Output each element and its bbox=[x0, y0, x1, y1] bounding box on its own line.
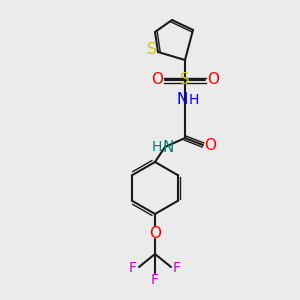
Text: F: F bbox=[129, 261, 137, 275]
Text: S: S bbox=[180, 73, 190, 88]
Text: F: F bbox=[151, 273, 159, 287]
Text: H: H bbox=[152, 140, 162, 154]
Text: O: O bbox=[204, 137, 216, 152]
Text: S: S bbox=[147, 43, 157, 58]
Text: H: H bbox=[189, 93, 199, 107]
Text: F: F bbox=[173, 261, 181, 275]
Text: O: O bbox=[207, 73, 219, 88]
Text: N: N bbox=[162, 140, 174, 154]
Text: O: O bbox=[149, 226, 161, 241]
Text: N: N bbox=[176, 92, 188, 107]
Text: O: O bbox=[151, 73, 163, 88]
